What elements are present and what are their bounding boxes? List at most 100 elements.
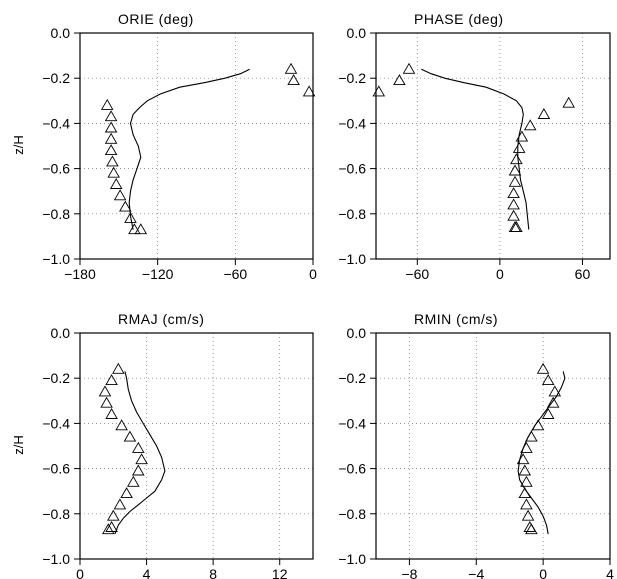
phase-triangle-marker (510, 220, 523, 232)
phase-xtick-label: −60 (405, 266, 429, 282)
rmin-triangle-marker (525, 523, 538, 535)
orie-xtick-label: −120 (142, 266, 174, 282)
orie-triangle-marker (104, 132, 118, 144)
phase-triangle-marker (537, 107, 551, 119)
orie-panel-title: ORIE (deg) (118, 11, 194, 27)
rmin-ytick-label: −1.0 (338, 551, 366, 567)
orie-triangle-marker (107, 166, 120, 178)
rmin-panel-title: RMIN (cm/s) (414, 311, 498, 327)
rmaj-triangle-marker (115, 419, 128, 431)
rmin-plot-frame (375, 332, 611, 560)
phase-triangle-marker (402, 62, 416, 74)
orie-triangle-marker (104, 144, 118, 156)
rmin-ytick-label: −0.6 (338, 461, 366, 477)
rmin-triangle-marker (531, 419, 545, 431)
orie-triangle-marker (128, 223, 141, 235)
phase-triangle-marker (507, 187, 520, 199)
phase-ytick-label: −0.6 (338, 161, 366, 177)
rmaj-triangle-marker (112, 362, 125, 374)
rmaj-ytick-label: −0.8 (42, 506, 70, 522)
phase-triangle-marker (508, 175, 522, 187)
phase-xtick-label: 0 (496, 266, 504, 282)
rmin-xtick-label: −4 (468, 566, 484, 579)
orie-triangle-marker (119, 200, 132, 212)
rmaj-triangle-marker (127, 475, 140, 487)
phase-triangle-marker (512, 141, 526, 153)
panel-orie: 0.0 −0.2 −0.4 −0.6 −0.8 −1.0−180 −120 −60 0 ORIE … (42, 11, 317, 282)
rmaj-triangle-marker (120, 487, 133, 499)
rmaj-triangle-marker (98, 385, 112, 397)
phase-model-line (421, 68, 530, 230)
orie-triangle-marker (113, 189, 127, 201)
phase-triangle-marker (508, 164, 522, 176)
orie-triangle-marker (104, 110, 118, 122)
rmaj-triangle-marker (132, 441, 145, 453)
orie-ytick-label: −0.6 (42, 161, 70, 177)
rmaj-triangle-marker (107, 509, 120, 521)
orie-xtick-label: −60 (223, 266, 247, 282)
rmin-triangle-marker (520, 498, 533, 510)
rmin-ytick-label: −0.4 (338, 415, 366, 431)
rmaj-ytick-label: −1.0 (42, 551, 70, 567)
rmin-triangle-marker (520, 475, 533, 487)
rmaj-triangle-marker (132, 464, 145, 476)
phase-ytick-label: −0.8 (338, 206, 366, 222)
rmin-xtick-label: −8 (401, 566, 417, 579)
phase-ytick-label: 0.0 (347, 25, 367, 41)
phase-triangle-marker (372, 85, 386, 97)
orie-ytick-label: 0.0 (51, 25, 71, 41)
phase-xtick-label: 60 (575, 266, 591, 282)
phase-triangle-marker (393, 74, 406, 86)
orie-triangle-marker (284, 62, 298, 74)
phase-ytick-label: −1.0 (338, 251, 366, 267)
rmaj-xtick-label: 12 (272, 566, 288, 579)
orie-triangle-marker (302, 85, 316, 97)
rmin-triangle-marker (541, 407, 555, 419)
orie-triangle-marker (100, 98, 114, 110)
y-axis-label-bottom: z/H (11, 435, 26, 455)
rmaj-ytick-label: 0.0 (51, 325, 71, 341)
rmin-triangle-marker (518, 464, 532, 476)
phase-triangle-marker (507, 209, 520, 221)
rmaj-triangle-marker (105, 374, 118, 386)
orie-xtick-label: −180 (64, 266, 96, 282)
y-axis-label-top: z/H (11, 135, 26, 155)
rmaj-plot-frame (79, 332, 314, 560)
orie-plot-frame (79, 32, 314, 260)
rmaj-ytick-label: −0.4 (42, 415, 70, 431)
phase-triangle-marker (507, 198, 520, 210)
rmin-ytick-label: −0.2 (338, 370, 366, 386)
phase-ytick-label: −0.4 (338, 115, 366, 131)
orie-ytick-label: −0.8 (42, 206, 70, 222)
phase-triangle-marker (562, 96, 575, 108)
panel-phase: 0.0 −0.2 −0.4 −0.6 −0.8 −1.0 −60 0 60 PHASE (deg) (338, 11, 611, 282)
orie-ytick-label: −0.4 (42, 115, 70, 131)
rmin-triangle-marker (518, 487, 532, 499)
rmaj-ytick-label: −0.2 (42, 370, 70, 386)
orie-triangle-marker (106, 155, 119, 167)
phase-triangle-marker (515, 130, 529, 142)
rmin-model-line (517, 371, 566, 535)
rmin-xtick-label: 0 (539, 566, 547, 579)
rmaj-xtick-label: 4 (143, 566, 151, 579)
orie-triangle-marker (109, 177, 123, 189)
rmaj-triangle-marker (102, 523, 115, 535)
rmaj-triangle-marker (105, 407, 118, 419)
rmin-triangle-marker (541, 374, 555, 386)
rmin-triangle-marker (521, 509, 535, 521)
rmaj-triangle-marker (113, 498, 127, 510)
rmaj-xtick-label: 8 (209, 566, 217, 579)
orie-triangle-marker (134, 223, 148, 235)
rmaj-triangle-marker (105, 520, 118, 532)
orie-triangle-marker (124, 211, 137, 223)
orie-triangle-marker (104, 121, 118, 133)
rmin-triangle-marker (546, 396, 560, 408)
rmin-ytick-label: −0.8 (338, 506, 366, 522)
rmin-xtick-label: 4 (606, 566, 614, 579)
orie-model-line (128, 68, 250, 230)
orie-xtick-label: 0 (309, 266, 317, 282)
rmaj-panel-title: RMAJ (cm/s) (118, 311, 204, 327)
rmin-triangle-marker (548, 385, 562, 397)
rmaj-ytick-label: −0.6 (42, 461, 70, 477)
